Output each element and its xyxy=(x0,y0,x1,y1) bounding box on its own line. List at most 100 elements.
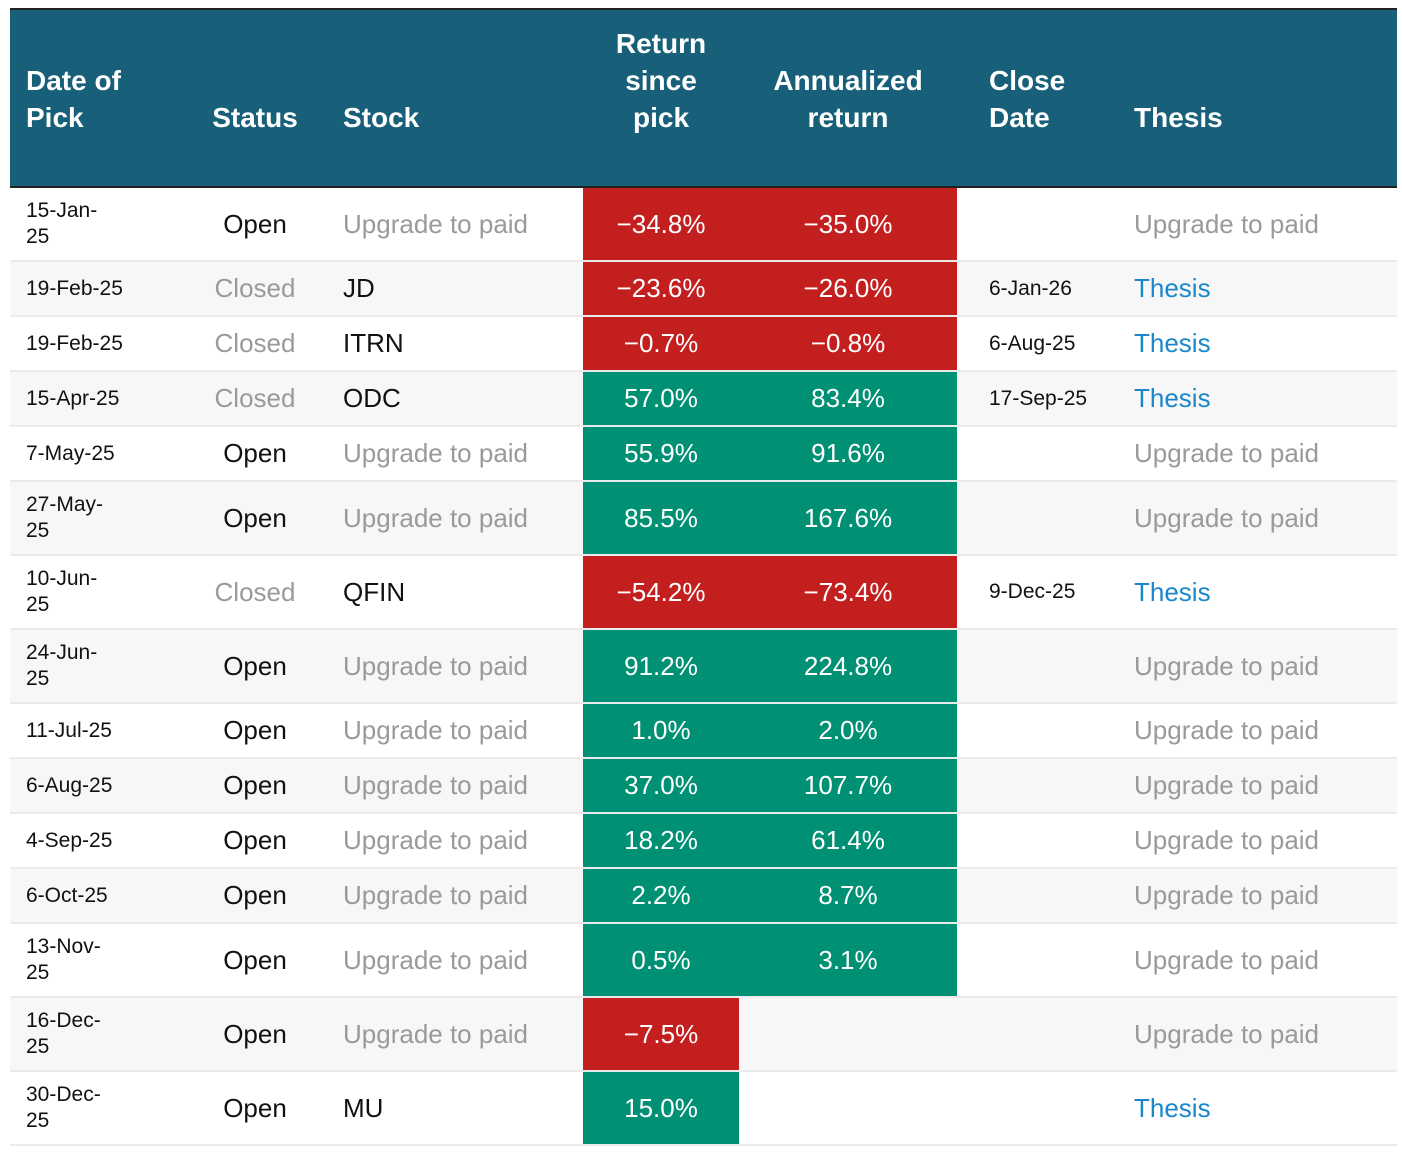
status-cell: Closed xyxy=(214,383,296,413)
pick-date: 24-Jun-25 xyxy=(26,641,98,690)
close-date-cell xyxy=(957,481,1125,555)
upgrade-link[interactable]: Upgrade to paid xyxy=(1134,715,1320,745)
close-date-cell xyxy=(957,813,1125,868)
return-cell: −54.2% xyxy=(583,555,739,629)
upgrade-link[interactable]: Upgrade to paid xyxy=(1134,770,1320,800)
return-cell: 55.9% xyxy=(583,426,739,481)
status-cell: Open xyxy=(223,502,287,533)
upgrade-link[interactable]: Upgrade to paid xyxy=(343,650,529,681)
return-cell: 91.2% xyxy=(583,629,739,703)
pick-date: 15-Jan-25 xyxy=(26,199,98,248)
upgrade-link[interactable]: Upgrade to paid xyxy=(1134,650,1320,681)
annualized-cell: 3.1% xyxy=(739,923,957,997)
pick-date: 30-Dec-25 xyxy=(26,1083,101,1132)
annualized-cell xyxy=(739,997,957,1071)
annualized-cell xyxy=(739,1071,957,1145)
status-cell: Open xyxy=(223,1018,287,1049)
thesis-link[interactable]: Thesis xyxy=(1134,383,1211,413)
close-date-cell xyxy=(957,187,1125,261)
annualized-cell: 8.7% xyxy=(739,868,957,923)
upgrade-link[interactable]: Upgrade to paid xyxy=(1134,1018,1320,1049)
thesis-link[interactable]: Thesis xyxy=(1134,576,1211,607)
upgrade-link[interactable]: Upgrade to paid xyxy=(343,825,529,855)
status-cell: Closed xyxy=(214,328,296,358)
upgrade-link[interactable]: Upgrade to paid xyxy=(343,438,529,468)
table-row: 7-May-25 Open Upgrade to paid 55.9% 91.6% Upg… xyxy=(10,426,1397,481)
status-cell: Closed xyxy=(214,273,296,303)
close-date-cell xyxy=(957,703,1125,758)
upgrade-link[interactable]: Upgrade to paid xyxy=(343,944,529,975)
upgrade-link[interactable]: Upgrade to paid xyxy=(343,715,529,745)
upgrade-link[interactable]: Upgrade to paid xyxy=(343,770,529,800)
status-cell: Closed xyxy=(214,576,296,607)
annualized-cell: −26.0% xyxy=(739,261,957,316)
status-cell: Open xyxy=(223,650,287,681)
status-cell: Open xyxy=(223,1092,287,1123)
table-row: 6-Aug-25 Open Upgrade to paid 37.0% 107.7% Up… xyxy=(10,758,1397,813)
pick-date: 7-May-25 xyxy=(26,441,115,465)
thesis-link[interactable]: Thesis xyxy=(1134,273,1211,303)
status-cell: Open xyxy=(223,770,287,800)
return-cell: 37.0% xyxy=(583,758,739,813)
return-cell: 2.2% xyxy=(583,868,739,923)
status-cell: Open xyxy=(223,208,287,239)
table-row: 16-Dec-25 Open Upgrade to paid −7.5% Upgrade… xyxy=(10,997,1397,1071)
pick-date: 19-Feb-25 xyxy=(26,331,123,355)
status-cell: Open xyxy=(223,438,287,468)
return-cell: 0.5% xyxy=(583,923,739,997)
upgrade-link[interactable]: Upgrade to paid xyxy=(343,208,529,239)
pick-date: 16-Dec-25 xyxy=(26,1009,101,1058)
close-date-cell xyxy=(957,923,1125,997)
header-thesis: Thesis xyxy=(1134,102,1223,133)
stock-ticker: MU xyxy=(343,1092,384,1123)
upgrade-link[interactable]: Upgrade to paid xyxy=(1134,944,1320,975)
header-close-date: Close Date xyxy=(989,65,1066,133)
table-row: 6-Oct-25 Open Upgrade to paid 2.2% 8.7% Upgra… xyxy=(10,868,1397,923)
annualized-cell: 224.8% xyxy=(739,629,957,703)
annualized-cell: 83.4% xyxy=(739,371,957,426)
pick-date: 6-Aug-25 xyxy=(26,773,113,797)
close-date-cell xyxy=(957,758,1125,813)
return-cell: −34.8% xyxy=(583,187,739,261)
return-cell: −23.6% xyxy=(583,261,739,316)
stock-ticker: ITRN xyxy=(343,328,404,358)
pick-date: 10-Jun-25 xyxy=(26,567,98,616)
close-date-cell xyxy=(957,1071,1125,1145)
upgrade-link[interactable]: Upgrade to paid xyxy=(343,880,529,910)
header-return: Return since pick xyxy=(615,28,707,133)
annualized-cell: 167.6% xyxy=(739,481,957,555)
status-cell: Open xyxy=(223,715,287,745)
upgrade-link[interactable]: Upgrade to paid xyxy=(1134,880,1320,910)
table-row: 11-Jul-25 Open Upgrade to paid 1.0% 2.0% Upgr… xyxy=(10,703,1397,758)
annualized-cell: 107.7% xyxy=(739,758,957,813)
table-row: 13-Nov-25 Open Upgrade to paid 0.5% 3.1% Upgr… xyxy=(10,923,1397,997)
close-date-cell xyxy=(957,426,1125,481)
close-date-cell xyxy=(957,868,1125,923)
header-date: Date of Pick xyxy=(26,65,121,133)
thesis-link[interactable]: Thesis xyxy=(1134,328,1211,358)
pick-date: 6-Oct-25 xyxy=(26,883,108,907)
picks-table: Date of Pick Status Stock Return since p… xyxy=(10,8,1397,1146)
pick-date: 15-Apr-25 xyxy=(26,386,120,410)
thesis-link[interactable]: Thesis xyxy=(1134,1092,1211,1123)
upgrade-link[interactable]: Upgrade to paid xyxy=(1134,208,1320,239)
close-date-cell: 9-Dec-25 xyxy=(989,580,1076,603)
upgrade-link[interactable]: Upgrade to paid xyxy=(343,1018,529,1049)
upgrade-link[interactable]: Upgrade to paid xyxy=(1134,502,1320,533)
table-row: 15-Jan-25 Open Upgrade to paid −34.8% −35.0%… xyxy=(10,187,1397,261)
return-cell: −7.5% xyxy=(583,997,739,1071)
status-cell: Open xyxy=(223,944,287,975)
header-status: Status xyxy=(212,102,298,133)
return-cell: −0.7% xyxy=(583,316,739,371)
annualized-cell: 61.4% xyxy=(739,813,957,868)
annualized-cell: −73.4% xyxy=(739,555,957,629)
annualized-cell: −35.0% xyxy=(739,187,957,261)
pick-date: 13-Nov-25 xyxy=(26,935,101,984)
header-annualized: Annualized return xyxy=(773,65,923,133)
status-cell: Open xyxy=(223,880,287,910)
table-row: 15-Apr-25 Closed ODC 57.0% 83.4% 17-Sep-25 The… xyxy=(10,371,1397,426)
upgrade-link[interactable]: Upgrade to paid xyxy=(343,502,529,533)
return-cell: 1.0% xyxy=(583,703,739,758)
upgrade-link[interactable]: Upgrade to paid xyxy=(1134,438,1320,468)
upgrade-link[interactable]: Upgrade to paid xyxy=(1134,825,1320,855)
